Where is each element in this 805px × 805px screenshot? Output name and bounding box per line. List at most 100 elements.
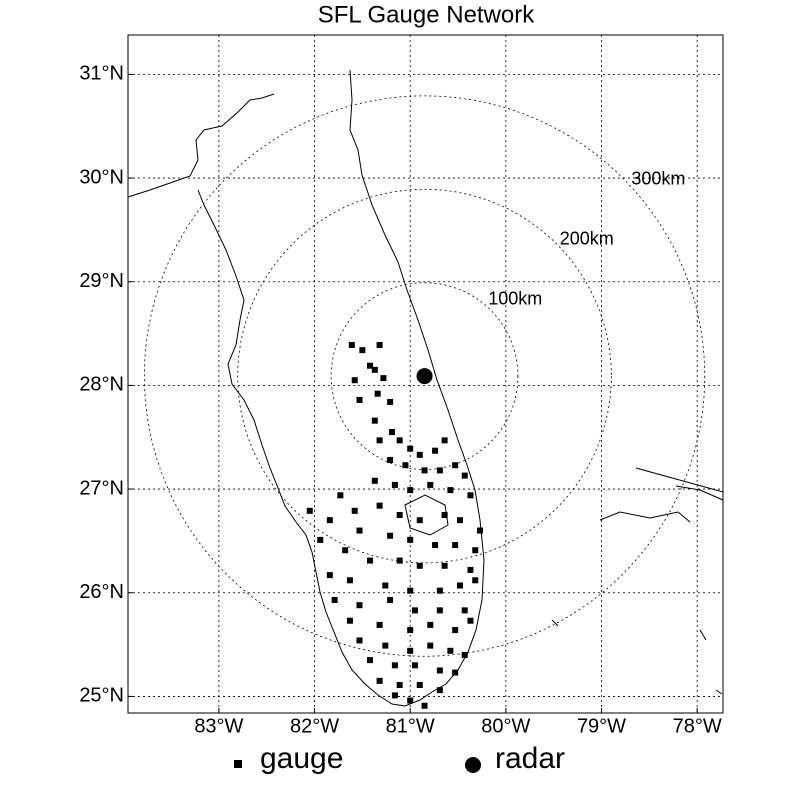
y-tick-label: 30°N xyxy=(79,166,124,188)
gauge-point xyxy=(407,697,414,704)
gauge-point xyxy=(411,607,418,614)
gauge-point xyxy=(441,437,448,444)
gauge-point xyxy=(396,511,403,518)
gauge-point xyxy=(376,341,383,348)
gauge-point xyxy=(432,447,439,454)
gauge-point xyxy=(356,527,363,534)
gauge-point xyxy=(447,487,454,494)
gauge-point xyxy=(416,682,423,689)
range-ring xyxy=(237,188,612,564)
x-tick-label: 80°W xyxy=(481,715,530,737)
gauge-point xyxy=(432,542,439,549)
gauge-point xyxy=(391,481,398,488)
gauge-point xyxy=(436,587,443,594)
gauge-point xyxy=(387,597,394,603)
gauge-point xyxy=(371,417,378,424)
gauge-point xyxy=(356,637,363,644)
gauge-point xyxy=(416,517,423,524)
gauge-point xyxy=(416,562,423,569)
gauge-point xyxy=(427,481,434,488)
plot-frame xyxy=(127,34,724,714)
gauge-point xyxy=(447,647,454,654)
gauge-point xyxy=(456,582,463,589)
x-tick-label: 83°W xyxy=(194,715,243,737)
gauge-point xyxy=(376,437,383,444)
gauge-point xyxy=(376,502,383,509)
y-tick-label: 25°N xyxy=(79,685,124,707)
x-tick-label: 82°W xyxy=(290,715,339,737)
gauge-point xyxy=(380,375,387,382)
gauge-point xyxy=(371,477,378,484)
legend-marker xyxy=(465,757,481,773)
gauge-point xyxy=(367,362,374,369)
y-tick-label: 29°N xyxy=(79,270,124,292)
gauge-point xyxy=(407,536,414,543)
gauge-point xyxy=(456,517,463,524)
y-tick-label: 27°N xyxy=(79,477,124,499)
gauge-point xyxy=(387,532,394,539)
gauge-point xyxy=(356,396,363,403)
coastline xyxy=(127,69,724,707)
gauge-point xyxy=(337,492,344,499)
y-tick-label: 28°N xyxy=(79,374,124,396)
gauge-point xyxy=(389,429,396,436)
gauge-point xyxy=(376,621,383,628)
gauge-point xyxy=(421,467,428,474)
gauge-point xyxy=(472,577,479,584)
gauge-point xyxy=(356,602,363,609)
gauge-point xyxy=(452,542,459,549)
x-tick-label: 79°W xyxy=(577,715,626,737)
gauge-point xyxy=(342,547,349,554)
gauge-point xyxy=(477,527,484,534)
gauge-point xyxy=(367,657,374,664)
gauge-point xyxy=(427,642,434,649)
gauge-point xyxy=(452,462,459,469)
gauge-point xyxy=(452,627,459,634)
range-ring-label: 300km xyxy=(631,169,685,189)
radar-point xyxy=(416,368,433,385)
gauge-point xyxy=(351,377,358,384)
legend-label: radar xyxy=(495,742,565,775)
gauge-point xyxy=(407,445,414,452)
gauge-point xyxy=(391,692,398,699)
x-tick-label: 81°W xyxy=(386,715,435,737)
bahamas xyxy=(551,467,724,695)
gauge-point xyxy=(387,398,394,405)
gauge-point xyxy=(396,682,403,689)
gauge-point xyxy=(382,582,389,589)
gauge-point xyxy=(351,507,358,514)
gauge-point xyxy=(331,597,338,603)
gauge-point xyxy=(436,667,443,674)
gauge-point xyxy=(306,507,313,514)
gauge-point xyxy=(326,517,333,524)
gauge-point xyxy=(467,492,474,499)
gauge-point xyxy=(436,687,443,694)
gauge-point xyxy=(396,437,403,444)
gauge-point xyxy=(396,557,403,564)
gauge-point xyxy=(427,621,434,628)
lake-okeechobee xyxy=(404,494,449,536)
x-tick-label: 78°W xyxy=(673,715,722,737)
gauge-point xyxy=(407,647,414,654)
chart-title: SFL Gauge Network xyxy=(318,1,536,28)
gauge-point xyxy=(346,577,353,584)
gauge-point xyxy=(317,536,324,543)
gauge-point xyxy=(326,572,333,579)
florida-coast xyxy=(127,69,485,707)
gauge-point xyxy=(461,651,468,658)
legend-label: gauge xyxy=(260,742,343,775)
range-ring xyxy=(143,95,706,657)
gauge-point xyxy=(371,366,378,373)
gauge-point xyxy=(436,467,443,474)
gauge-point xyxy=(348,341,355,348)
gauge-point xyxy=(461,607,468,614)
gauge-point xyxy=(452,669,459,676)
gauge-point xyxy=(402,462,409,469)
gauge-point xyxy=(346,617,353,624)
gauge-point xyxy=(436,607,443,614)
legend-marker xyxy=(234,760,242,768)
range-ring-label: 200km xyxy=(560,229,614,249)
gauge-point xyxy=(382,642,389,649)
gauge-point xyxy=(421,702,428,709)
